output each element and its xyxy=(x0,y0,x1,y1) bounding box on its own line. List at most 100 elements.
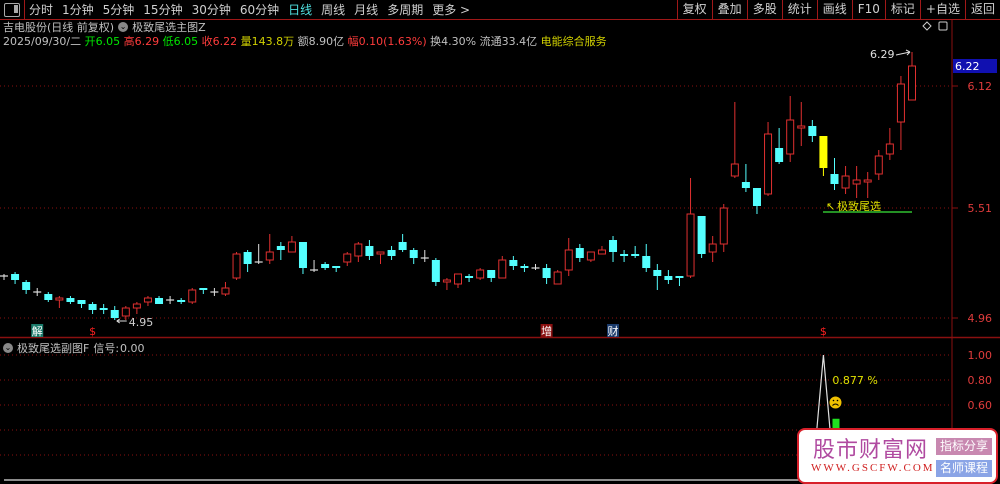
candle-body-up[interactable] xyxy=(597,249,606,255)
toolbar-button-7[interactable]: +自选 xyxy=(919,0,965,19)
candle-body-down[interactable] xyxy=(332,266,341,268)
toolbar-button-1[interactable]: 叠加 xyxy=(711,0,747,19)
candle-body-down[interactable] xyxy=(653,270,662,276)
tab-period-4[interactable]: 30分钟 xyxy=(191,3,231,17)
toolbar-button-0[interactable]: 复权 xyxy=(676,0,712,19)
candle-body-up[interactable] xyxy=(476,269,485,279)
toolbar-button-8[interactable]: 返回 xyxy=(964,0,1000,19)
candle-body-up[interactable] xyxy=(841,175,850,189)
candle-body-down[interactable] xyxy=(808,126,817,136)
tab-period-0[interactable]: 分时 xyxy=(29,3,54,17)
candle-body-down[interactable] xyxy=(298,242,307,268)
diamond-icon[interactable] xyxy=(922,21,932,31)
candle-body-down[interactable] xyxy=(66,298,75,302)
candle-body-up[interactable] xyxy=(188,289,197,303)
candle-body-up[interactable] xyxy=(354,243,363,257)
candle-body-up[interactable] xyxy=(863,179,872,183)
candle-body-down[interactable] xyxy=(752,188,761,206)
tab-period-1[interactable]: 1分钟 xyxy=(62,3,94,17)
candle-body-up[interactable] xyxy=(132,303,141,309)
tab-period-9[interactable]: 多周期 xyxy=(387,3,424,17)
candle-body-down[interactable] xyxy=(365,246,374,256)
candle-body-down[interactable] xyxy=(11,274,20,280)
candle-body-down[interactable] xyxy=(321,264,330,268)
candle-body-up[interactable] xyxy=(730,163,739,177)
candle-body-down[interactable] xyxy=(177,300,186,302)
candle-body-up[interactable] xyxy=(553,271,562,285)
candle-body-up[interactable] xyxy=(121,307,130,317)
candle-body-down[interactable] xyxy=(199,288,208,290)
candle-body-up[interactable] xyxy=(221,287,230,295)
candle-body-up[interactable] xyxy=(265,251,274,261)
candle-body-down[interactable] xyxy=(830,174,839,184)
chevron-down-icon[interactable]: ⌄ xyxy=(118,21,129,32)
candle-body-down[interactable] xyxy=(741,182,750,188)
toolbar-button-2[interactable]: 多股 xyxy=(746,0,782,19)
candle-body-down[interactable] xyxy=(542,268,551,278)
candle-body-up[interactable] xyxy=(498,259,507,279)
candle-body-up[interactable] xyxy=(143,297,152,303)
candle-body-up[interactable] xyxy=(719,207,728,245)
candle-body-down[interactable] xyxy=(243,252,252,264)
candle-body-up[interactable] xyxy=(454,273,462,285)
candle-body-up[interactable] xyxy=(442,279,451,283)
candle-body-down[interactable] xyxy=(77,300,86,304)
candle-body-down[interactable] xyxy=(409,250,418,258)
candle-body-down[interactable] xyxy=(110,310,119,318)
candle-body-down[interactable] xyxy=(575,248,584,258)
candle-body-down[interactable] xyxy=(22,282,31,290)
candle-body-up[interactable] xyxy=(896,83,905,123)
candle-body-down[interactable] xyxy=(520,266,529,268)
candle-body-up[interactable] xyxy=(232,253,241,279)
candle-body-down[interactable] xyxy=(387,250,396,256)
candle-body-up[interactable] xyxy=(708,243,717,253)
tab-period-7[interactable]: 周线 xyxy=(321,3,346,17)
chevron-down-icon[interactable]: ⌄ xyxy=(3,343,13,353)
candle-body-down[interactable] xyxy=(509,260,518,266)
candle-body-up[interactable] xyxy=(885,143,894,155)
candle-body-down[interactable] xyxy=(155,298,164,304)
candle-body-down[interactable] xyxy=(44,294,53,300)
candle-body-up[interactable] xyxy=(55,297,64,301)
main-indicator-name[interactable]: 极致尾选主图Z xyxy=(132,20,206,34)
tab-period-10[interactable]: 更多 > xyxy=(432,3,471,17)
candle-body-up[interactable] xyxy=(852,179,861,185)
candle-body-up[interactable] xyxy=(686,213,695,277)
candle-body-down[interactable] xyxy=(465,276,474,278)
candle-body-down[interactable] xyxy=(620,254,629,256)
tab-period-6[interactable]: 日线 xyxy=(288,3,313,17)
candle-body-down[interactable] xyxy=(398,242,407,250)
candle-body-down[interactable] xyxy=(775,148,784,162)
candle-body-down[interactable] xyxy=(697,216,706,254)
candle-body-down[interactable] xyxy=(642,256,651,268)
candle-body-down[interactable] xyxy=(88,304,97,310)
tab-period-5[interactable]: 60分钟 xyxy=(239,3,280,17)
candle-body-up[interactable] xyxy=(764,133,773,195)
candle-body-down[interactable] xyxy=(431,260,440,282)
toolbar-button-3[interactable]: 统计 xyxy=(781,0,817,19)
candle-body-down[interactable] xyxy=(276,246,285,250)
candle-body-up[interactable] xyxy=(564,249,573,271)
candle-body-up[interactable] xyxy=(287,241,296,253)
tab-period-2[interactable]: 5分钟 xyxy=(102,3,135,17)
candle-body-down[interactable] xyxy=(631,254,640,256)
tab-period-3[interactable]: 15分钟 xyxy=(143,3,183,17)
candle-body-down[interactable] xyxy=(664,276,673,280)
candle-body-down[interactable] xyxy=(99,308,108,310)
panel-layout-icon[interactable] xyxy=(938,21,948,31)
candle-body-down[interactable] xyxy=(487,270,496,278)
panel-toggle-icon[interactable] xyxy=(4,2,20,17)
industry-label[interactable]: 电能综合服务 xyxy=(540,35,607,48)
tab-period-8[interactable]: 月线 xyxy=(354,3,379,17)
candle-body-up[interactable] xyxy=(586,251,595,261)
toolbar-button-4[interactable]: 画线 xyxy=(816,0,852,19)
candle-body-up[interactable] xyxy=(908,65,916,101)
candle-body-up[interactable] xyxy=(343,253,352,263)
candle-body-signal[interactable] xyxy=(819,136,828,168)
candle-body-down[interactable] xyxy=(609,240,618,252)
toolbar-button-5[interactable]: F10 xyxy=(851,0,885,19)
candle-body-up[interactable] xyxy=(786,119,795,155)
toolbar-button-6[interactable]: 标记 xyxy=(884,0,920,19)
candle-body-up[interactable] xyxy=(874,155,883,175)
candle-body-up[interactable] xyxy=(376,251,385,255)
